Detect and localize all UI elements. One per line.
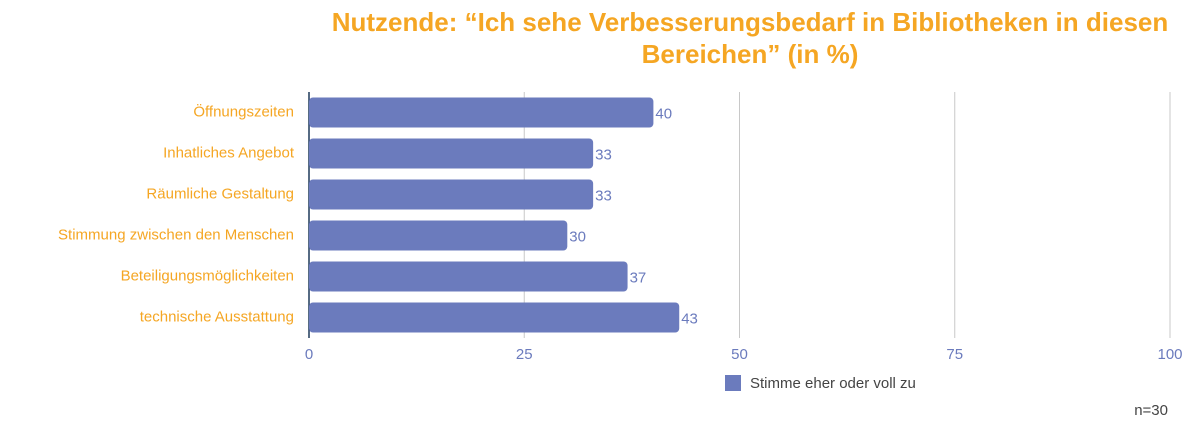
value-label: 33 — [595, 146, 612, 163]
bar — [309, 261, 628, 292]
legend-swatch — [725, 375, 741, 391]
bar — [309, 179, 594, 210]
y-tick-label: Stimmung zwischen den Menschen — [58, 226, 294, 243]
x-tick-label: 50 — [731, 346, 748, 363]
y-tick-label: Beteiligungsmöglichkeiten — [121, 267, 294, 284]
y-tick-label: technische Ausstattung — [140, 308, 294, 325]
value-label: 37 — [630, 269, 647, 286]
bar — [309, 138, 594, 169]
bar — [309, 220, 568, 251]
value-label: 33 — [595, 187, 612, 204]
bar — [309, 302, 680, 333]
y-tick-label: Räumliche Gestaltung — [146, 185, 294, 202]
note: n=30 — [1134, 402, 1168, 419]
value-label: 40 — [655, 105, 672, 122]
y-tick-label: Öffnungszeiten — [193, 102, 294, 120]
legend-label: Stimme eher oder voll zu — [750, 375, 916, 392]
value-label: 43 — [681, 310, 698, 327]
bar — [309, 97, 654, 128]
x-tick-label: 0 — [305, 346, 313, 363]
x-tick-label: 75 — [946, 346, 963, 363]
x-tick-label: 25 — [516, 346, 533, 363]
x-tick-label: 100 — [1157, 346, 1182, 363]
y-tick-label: Inhatliches Angebot — [163, 144, 295, 161]
value-label: 30 — [569, 228, 586, 245]
chart-title: Nutzende: “Ich sehe Verbesserungsbedarf … — [331, 7, 1169, 69]
